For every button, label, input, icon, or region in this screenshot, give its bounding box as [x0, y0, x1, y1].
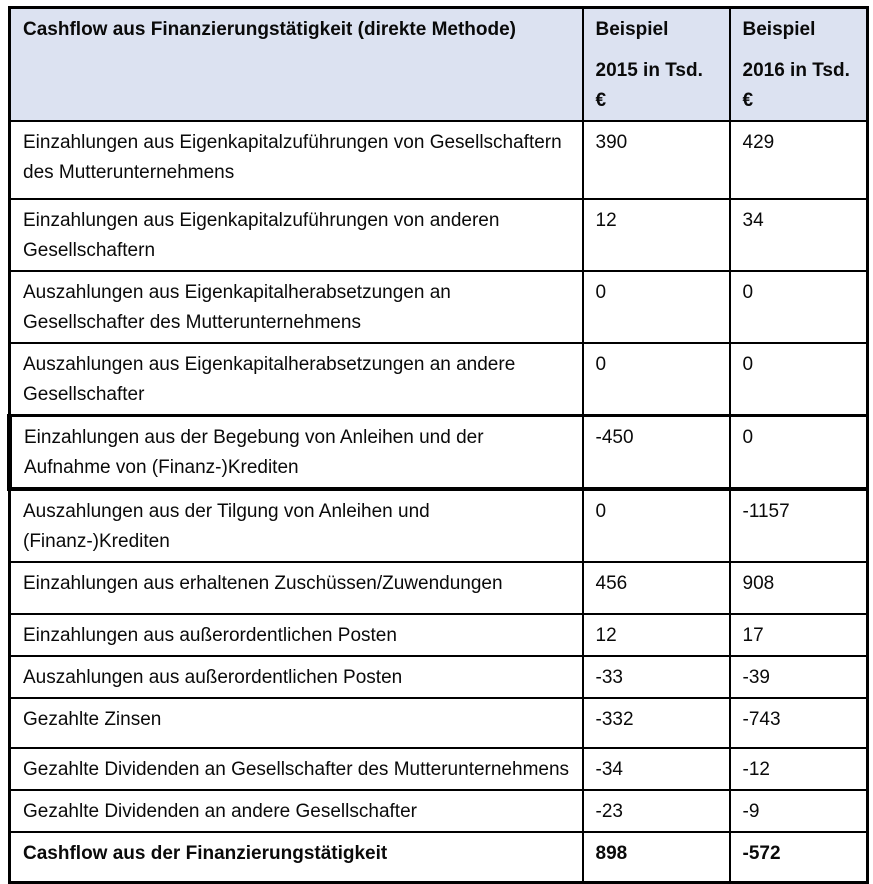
row-label: Auszahlungen aus außerordentlichen Poste…: [8, 655, 584, 699]
column-header-2015: Beispiel 2015 in Tsd. €: [581, 6, 731, 122]
row-label: Gezahlte Dividenden an andere Gesellscha…: [8, 789, 584, 833]
page: Cashflow aus Finanzierungstätigkeit (dir…: [7, 6, 869, 884]
value-2016: 908: [728, 561, 869, 615]
value-2015: 12: [581, 613, 731, 657]
table-header-row: Cashflow aus Finanzierungstätigkeit (dir…: [8, 6, 869, 122]
value-2015: -23: [581, 789, 731, 833]
table-row: Gezahlte Zinsen -332 -743: [8, 697, 869, 749]
value-2015: -34: [581, 747, 731, 791]
table-row: Auszahlungen aus außerordentlichen Poste…: [8, 655, 869, 699]
column-header-2015-line1: Beispiel: [595, 19, 669, 40]
row-label: Einzahlungen aus außerordentlichen Poste…: [8, 613, 584, 657]
table-row: Auszahlungen aus Eigenkapitalherabsetzun…: [8, 342, 869, 417]
value-2016: -743: [728, 697, 869, 749]
table-row: Auszahlungen aus Eigenkapitalherabsetzun…: [8, 270, 869, 344]
value-2015: 0: [581, 342, 731, 417]
total-label: Cashflow aus der Finanzierungstätigkeit: [8, 831, 584, 883]
value-2015: -450: [581, 414, 731, 491]
table-row: Auszahlungen aus der Tilgung von Anleihe…: [8, 488, 869, 563]
table-row: Einzahlungen aus der Begebung von Anleih…: [7, 414, 869, 491]
value-2015: 0: [581, 488, 731, 563]
value-2016: 429: [728, 120, 869, 200]
row-label: Gezahlte Dividenden an Gesellschafter de…: [8, 747, 584, 791]
value-2016: -1157: [728, 488, 869, 563]
table-row: Gezahlte Dividenden an Gesellschafter de…: [8, 747, 869, 791]
column-header-2016-line2: 2016 in Tsd. €: [742, 60, 850, 111]
total-value-2016: -572: [728, 831, 869, 883]
value-2016: -12: [728, 747, 869, 791]
value-2016: -39: [728, 655, 869, 699]
table-row: Einzahlungen aus erhaltenen Zuschüssen/Z…: [8, 561, 869, 615]
table-row: Gezahlte Dividenden an andere Gesellscha…: [8, 789, 869, 833]
column-header-2016-line1: Beispiel: [742, 19, 816, 40]
value-2016: -9: [728, 789, 869, 833]
column-header-2015-line2: 2015 in Tsd. €: [595, 60, 703, 111]
row-label: Einzahlungen aus erhaltenen Zuschüssen/Z…: [8, 561, 584, 615]
table-title-cell: Cashflow aus Finanzierungstätigkeit (dir…: [8, 6, 584, 122]
value-2016: 0: [728, 414, 869, 491]
row-label: Gezahlte Zinsen: [8, 697, 584, 749]
value-2015: 0: [581, 270, 731, 344]
table-title: Cashflow aus Finanzierungstätigkeit (dir…: [23, 19, 517, 40]
value-2015: 390: [581, 120, 731, 200]
row-label: Auszahlungen aus der Tilgung von Anleihe…: [8, 488, 584, 563]
table-total-row: Cashflow aus der Finanzierungstätigkeit …: [8, 831, 869, 883]
column-header-2016: Beispiel 2016 in Tsd. €: [728, 6, 869, 122]
row-label: Auszahlungen aus Eigenkapitalherabsetzun…: [8, 270, 584, 344]
value-2016: 17: [728, 613, 869, 657]
value-2016: 34: [728, 198, 869, 272]
value-2015: -33: [581, 655, 731, 699]
value-2016: 0: [728, 270, 869, 344]
value-2015: 12: [581, 198, 731, 272]
row-label: Einzahlungen aus Eigenkapitalzuführungen…: [8, 120, 584, 200]
row-label: Einzahlungen aus Eigenkapitalzuführungen…: [8, 198, 584, 272]
row-label: Auszahlungen aus Eigenkapitalherabsetzun…: [8, 342, 584, 417]
cashflow-table: Cashflow aus Finanzierungstätigkeit (dir…: [7, 6, 869, 884]
row-label: Einzahlungen aus der Begebung von Anleih…: [7, 414, 584, 491]
total-value-2015: 898: [581, 831, 731, 883]
value-2015: 456: [581, 561, 731, 615]
table-row: Einzahlungen aus Eigenkapitalzuführungen…: [8, 198, 869, 272]
value-2015: -332: [581, 697, 731, 749]
value-2016: 0: [728, 342, 869, 417]
table-row: Einzahlungen aus Eigenkapitalzuführungen…: [8, 120, 869, 200]
table-row: Einzahlungen aus außerordentlichen Poste…: [8, 613, 869, 657]
